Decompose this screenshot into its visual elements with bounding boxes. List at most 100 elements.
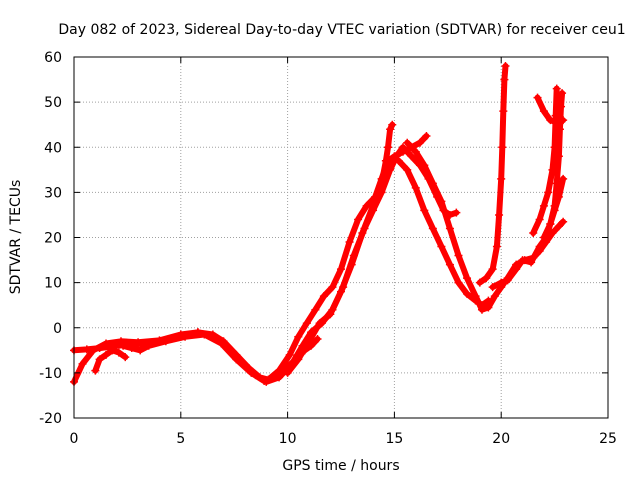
data-point — [477, 305, 486, 314]
data-point — [488, 283, 497, 292]
series-track-3 — [91, 346, 130, 375]
data-point — [411, 183, 420, 192]
data-point — [328, 283, 337, 292]
grid — [74, 57, 608, 418]
series-line — [476, 63, 509, 286]
data-point — [533, 93, 542, 102]
data-point — [527, 258, 536, 267]
data-point — [428, 224, 437, 233]
data-point — [475, 278, 484, 287]
data-point — [503, 276, 512, 285]
series-track-12 — [539, 174, 568, 242]
data-point — [161, 337, 170, 346]
x-tick-label: 25 — [599, 431, 617, 447]
data-point — [102, 350, 111, 359]
data-point — [539, 201, 548, 210]
data-point — [445, 224, 454, 233]
data-point — [550, 143, 559, 152]
y-tick-label: 40 — [44, 140, 62, 156]
data-point — [471, 292, 480, 301]
data-point — [232, 355, 241, 364]
data-point — [319, 292, 328, 301]
data-point — [559, 174, 568, 183]
data-point — [420, 206, 429, 215]
data-point — [498, 143, 507, 152]
y-tick-label: -20 — [39, 411, 62, 427]
data-point — [559, 217, 568, 226]
data-point — [512, 265, 521, 274]
data-point — [313, 335, 322, 344]
data-point — [403, 138, 412, 147]
data-point — [217, 339, 226, 348]
data-point — [428, 179, 437, 188]
data-point — [535, 242, 544, 251]
data-point — [552, 84, 561, 93]
data-point — [114, 348, 123, 357]
data-point — [358, 228, 367, 237]
data-point — [144, 341, 153, 350]
data-point — [108, 346, 117, 355]
data-point — [544, 188, 553, 197]
data-point — [386, 125, 395, 134]
data-point — [302, 319, 311, 328]
data-point — [490, 292, 499, 301]
data-point — [381, 156, 390, 165]
data-point — [518, 256, 527, 265]
data-point — [497, 278, 506, 287]
axis-ticks: 0 5 10 15 20 25 -20 -10 0 10 20 30 40 50 60 — [39, 50, 617, 447]
data-point — [500, 75, 509, 84]
data-point — [354, 215, 363, 224]
x-tick-label: 20 — [492, 431, 510, 447]
data-point — [95, 355, 104, 364]
x-axis-label: GPS time / hours — [282, 458, 399, 474]
data-point — [347, 260, 356, 269]
data-point — [501, 62, 510, 71]
x-tick-label: 0 — [70, 431, 79, 447]
data-point — [78, 359, 87, 368]
data-point — [452, 208, 461, 217]
data-point — [546, 219, 555, 228]
data-point — [294, 332, 303, 341]
data-point — [377, 179, 386, 188]
data-point — [550, 206, 559, 215]
data-point — [91, 366, 100, 375]
data-point — [270, 373, 279, 382]
data-point — [294, 355, 303, 364]
data-series — [70, 62, 568, 386]
data-point — [488, 265, 497, 274]
data-point — [554, 192, 563, 201]
data-point — [345, 238, 354, 247]
data-point — [416, 138, 425, 147]
data-point — [422, 131, 431, 140]
data-point — [386, 165, 395, 174]
series-track-11 — [529, 84, 561, 237]
data-point — [484, 303, 493, 312]
data-point — [89, 346, 98, 355]
data-point — [495, 210, 504, 219]
data-point — [529, 228, 538, 237]
series-track-8 — [475, 62, 510, 287]
data-point — [260, 376, 269, 385]
data-point — [551, 111, 560, 120]
data-point — [304, 337, 313, 346]
series-track-7 — [403, 138, 568, 314]
data-point — [539, 233, 548, 242]
data-point — [383, 143, 392, 152]
data-point — [437, 197, 446, 206]
data-point — [102, 339, 111, 348]
data-point — [315, 319, 324, 328]
data-point — [535, 215, 544, 224]
y-tick-label: 60 — [44, 50, 62, 66]
data-point — [181, 332, 190, 341]
data-point — [454, 251, 463, 260]
y-tick-label: 30 — [44, 185, 62, 201]
data-point — [388, 120, 397, 129]
y-tick-label: 20 — [44, 231, 62, 247]
data-point — [200, 330, 209, 339]
data-point — [398, 143, 407, 152]
data-point — [311, 305, 320, 314]
data-point — [119, 341, 128, 350]
series-line — [395, 157, 492, 309]
